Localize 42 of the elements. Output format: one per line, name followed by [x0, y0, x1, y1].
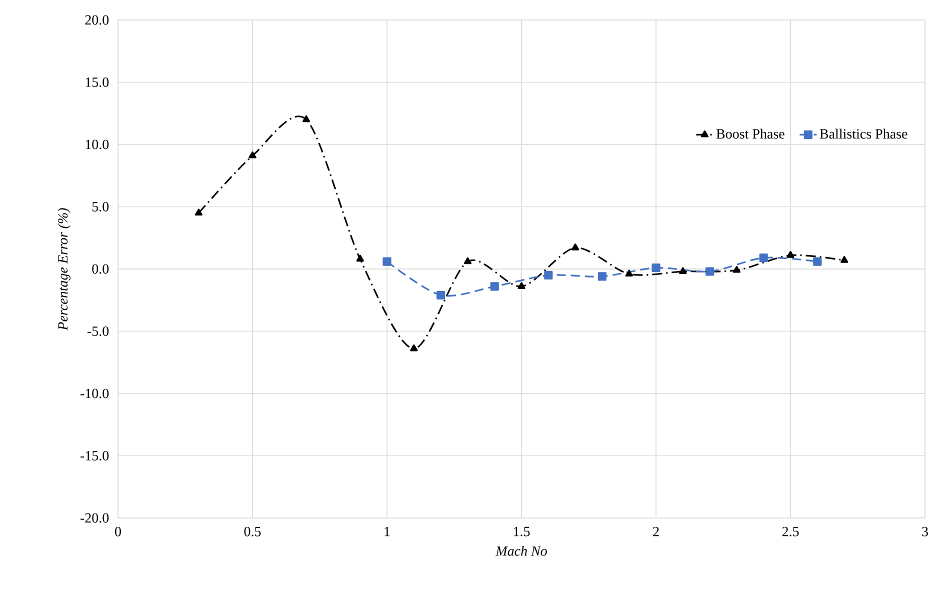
y-tick-label: -10.0 — [80, 388, 109, 398]
point — [732, 266, 741, 273]
point — [490, 282, 499, 291]
point — [436, 290, 446, 300]
x-axis-title: Mach No — [495, 546, 547, 556]
legend-label: Ballistics Phase — [820, 128, 908, 139]
y-tick-label: 5.0 — [92, 202, 109, 212]
point — [652, 263, 660, 272]
point — [679, 267, 687, 274]
y-tick-label: 10.0 — [86, 140, 109, 150]
x-tick-label: 2 — [653, 526, 659, 536]
y-tick-label: -20.0 — [80, 513, 109, 523]
y-tick-label: -15.0 — [80, 450, 109, 461]
x-tick-label: 0 — [115, 526, 121, 536]
y-axis-title: Percentage Error (%) — [58, 208, 70, 330]
point — [410, 344, 418, 352]
point — [571, 244, 580, 250]
x-tick-label: 3 — [922, 526, 928, 536]
point — [356, 254, 364, 262]
point — [598, 272, 607, 281]
point — [786, 251, 794, 258]
y-tick-label: 20.0 — [85, 15, 109, 25]
point — [625, 270, 633, 277]
x-tick-label: 0.5 — [244, 526, 261, 536]
point — [759, 253, 768, 262]
y-tick-label: -5.0 — [87, 326, 109, 336]
point — [464, 257, 472, 264]
point — [248, 151, 256, 158]
legend-label: Boost Phase — [716, 128, 784, 139]
point — [518, 282, 526, 289]
x-tick-label: 1.5 — [514, 526, 530, 536]
point — [813, 257, 822, 266]
x-tick-label: 2.5 — [782, 526, 799, 536]
point — [840, 256, 848, 263]
y-tick-label: 0.0 — [92, 264, 109, 274]
point — [382, 257, 392, 266]
point — [194, 208, 203, 216]
point — [706, 267, 714, 276]
point — [302, 115, 310, 122]
x-tick-label: 1 — [384, 526, 390, 536]
point — [544, 270, 553, 280]
y-tick-label: 15.0 — [86, 77, 109, 88]
